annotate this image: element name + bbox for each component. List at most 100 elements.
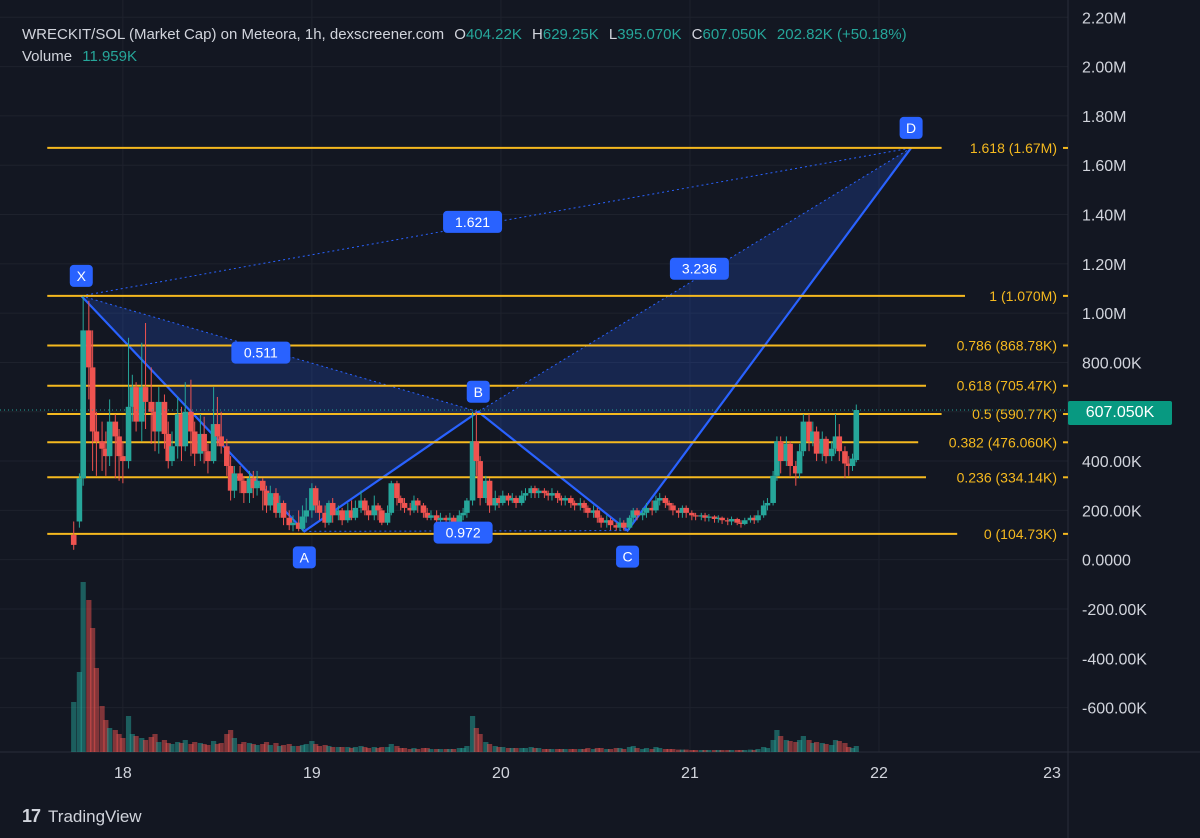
volume-bar (513, 748, 519, 752)
volume-bar (339, 747, 345, 752)
volume-bar (853, 746, 859, 752)
volume-bar (182, 740, 188, 752)
candle-body (571, 502, 578, 506)
volume-bar (800, 736, 806, 752)
candle-body (590, 510, 597, 513)
volume-bar (649, 749, 655, 752)
candle-body (148, 401, 155, 412)
price-axis[interactable]: 2.20M 2.00M 1.80M 1.60M 1.40M 1.20M 1.00M 800.0… (1082, 10, 1147, 717)
candle-body (554, 493, 561, 499)
candle-body (76, 478, 83, 522)
volume-bar (702, 750, 708, 752)
volume-bar (125, 716, 132, 752)
volume-bar (832, 740, 839, 752)
y-tick-label: 1.00M (1082, 306, 1126, 323)
high-label: H (532, 26, 543, 43)
pattern-labels[interactable]: X A B C D 1.621 0.511 3.236 0.972 (69, 116, 923, 569)
candlesticks (70, 295, 860, 550)
candle-body (528, 488, 534, 494)
legend-volume-row: Volume 11.959K (22, 46, 907, 68)
volume-bar (483, 742, 489, 752)
tradingview-logo-icon: 17 (22, 806, 41, 826)
candle-body (89, 367, 96, 432)
candle-body (182, 411, 189, 447)
volume-bar (201, 744, 207, 752)
ratio-label: 3.236 (682, 261, 717, 277)
point-label-a: A (300, 549, 310, 565)
high-value: 629.25K (542, 26, 599, 43)
candle-body (329, 502, 336, 516)
volume-bar (522, 748, 529, 752)
candle-body (70, 535, 77, 545)
candle-body (473, 441, 480, 462)
volume-bar (348, 748, 355, 752)
volume-bar (761, 747, 767, 752)
candle-body (518, 495, 525, 503)
candle-body (371, 505, 378, 516)
point-label-x: X (77, 268, 87, 284)
point-label-x-box (69, 264, 93, 287)
volume-bar (161, 740, 168, 752)
candle-body (411, 500, 417, 511)
volume-bar (823, 744, 829, 752)
candle-body (607, 520, 614, 526)
volume-bar (156, 742, 162, 752)
candle-body (806, 421, 812, 442)
volume-bar (86, 600, 92, 752)
volume-bar (290, 746, 296, 752)
point-label-b-box (466, 380, 490, 403)
volume-bar (676, 749, 682, 752)
volume-bar (796, 740, 803, 752)
volume-bar (711, 750, 718, 752)
point-label-c-box (616, 545, 640, 568)
candle-body (379, 510, 385, 523)
candle-body (345, 510, 351, 521)
volume-bar (424, 748, 430, 752)
candle-body (630, 510, 637, 518)
candle-body (174, 414, 181, 447)
candle-body (112, 421, 119, 437)
candle-body (828, 448, 835, 457)
volume-bar (80, 582, 86, 752)
tradingview-brand[interactable]: 17 TradingView (22, 806, 142, 827)
candle-body (237, 473, 243, 481)
fib-label: 0 (104.73K) (984, 526, 1057, 542)
candle-body (309, 488, 315, 511)
volume-bar (335, 747, 341, 752)
candle-body (312, 488, 319, 506)
candle-body (734, 519, 741, 523)
candle-body (813, 431, 820, 454)
point-label-c: C (623, 549, 633, 565)
volume-bar (689, 750, 695, 752)
candle-body (747, 517, 754, 521)
low-value: 395.070K (617, 26, 682, 43)
volume-bar (99, 706, 105, 752)
candle-body (280, 502, 287, 518)
candle-body (290, 522, 296, 526)
candle-body (420, 505, 427, 513)
time-axis[interactable]: 18 19 20 21 22 23 (114, 765, 1061, 782)
candle-body (482, 480, 489, 499)
volume-bar (572, 749, 578, 752)
candle-body (447, 517, 453, 521)
volume-bar (224, 734, 230, 752)
volume-value: 11.959K (82, 48, 137, 65)
fib-label: 0.618 (705.47K) (957, 378, 1057, 394)
candle-body (500, 495, 506, 503)
close-label: C (691, 26, 703, 43)
candle-body (535, 490, 542, 494)
candle-body (581, 502, 587, 508)
candle-body (810, 431, 816, 442)
y-tick-label: 400.00K (1082, 454, 1142, 471)
candle-body (241, 480, 247, 494)
volume-bar (362, 747, 368, 752)
candle-body (388, 483, 395, 513)
candle-body (414, 500, 421, 506)
candle-body (617, 522, 623, 528)
candle-body (259, 480, 266, 491)
y-tick-label: 200.00K (1082, 503, 1142, 520)
volume-bar (218, 743, 224, 752)
candle-body (486, 480, 493, 506)
volume-bar (604, 749, 610, 752)
